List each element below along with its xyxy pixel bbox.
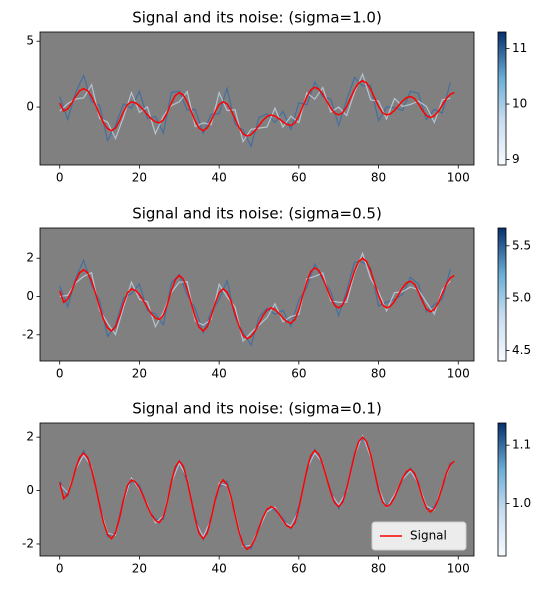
x-tick-label: 0 <box>56 171 64 185</box>
x-tick-label: 80 <box>371 562 386 576</box>
x-tick-label: 80 <box>371 171 386 185</box>
signal-line <box>59 79 455 137</box>
y-tick-label: 0 <box>26 100 34 114</box>
x-tick-label: 20 <box>132 367 147 381</box>
subplot-title: Signal and its noise: (sigma=0.5) <box>132 205 382 223</box>
colorbar <box>497 227 507 362</box>
colorbar-tick-label: 10 <box>512 97 527 111</box>
axes-frame <box>39 422 475 557</box>
signal-line <box>59 436 455 551</box>
colorbar-tick-label: 1.1 <box>512 438 531 452</box>
colorbar-tick-label: 5.5 <box>512 238 531 252</box>
x-tick-label: 20 <box>132 562 147 576</box>
legend-box <box>371 521 467 551</box>
y-tick-label: 2 <box>26 430 34 444</box>
y-tick-label: -2 <box>22 536 34 550</box>
x-tick-label: 100 <box>447 367 470 381</box>
x-tick-label: 100 <box>447 171 470 185</box>
legend-label: Signal <box>410 529 447 543</box>
subplot: Signal and its noise: (sigma=0.1)0 20 40 60… <box>22 400 531 576</box>
axes-frame <box>39 227 475 362</box>
subplot: Signal and its noise: (sigma=0.5)0 20 40 60… <box>22 205 531 381</box>
y-tick-label: 5 <box>26 34 34 48</box>
x-tick-label: 60 <box>291 367 306 381</box>
x-tick-label: 40 <box>211 367 226 381</box>
x-tick-label: 60 <box>291 562 306 576</box>
subplot-title: Signal and its noise: (sigma=0.1) <box>132 400 382 418</box>
colorbar-tick-label: 1.0 <box>512 496 531 510</box>
noise-line <box>59 73 451 149</box>
colorbar-tick-label: 5.0 <box>512 291 531 305</box>
colorbar <box>497 31 507 166</box>
x-tick-label: 20 <box>132 171 147 185</box>
plot-background <box>40 32 474 165</box>
y-tick-label: -2 <box>22 327 34 341</box>
y-tick-label: 2 <box>26 251 34 265</box>
x-tick-label: 40 <box>211 171 226 185</box>
colorbar-tick-label: 11 <box>512 41 527 55</box>
x-tick-label: 100 <box>447 562 470 576</box>
plot-background <box>40 228 474 361</box>
x-tick-label: 0 <box>56 367 64 381</box>
x-tick-label: 80 <box>371 367 386 381</box>
axes-frame <box>39 31 475 166</box>
noise-line <box>59 72 451 144</box>
signal-line <box>59 257 455 340</box>
x-tick-label: 60 <box>291 171 306 185</box>
colorbar <box>497 422 507 557</box>
x-tick-label: 0 <box>56 562 64 576</box>
x-tick-label: 40 <box>211 562 226 576</box>
colorbar-tick-label: 9 <box>512 152 520 166</box>
y-tick-label: 0 <box>26 483 34 497</box>
y-tick-label: 0 <box>26 289 34 303</box>
subplot-title: Signal and its noise: (sigma=1.0) <box>132 9 382 27</box>
subplot: Signal and its noise: (sigma=1.0) 0 20 40 60… <box>26 9 527 185</box>
colorbar-tick-label: 4.5 <box>512 343 531 357</box>
